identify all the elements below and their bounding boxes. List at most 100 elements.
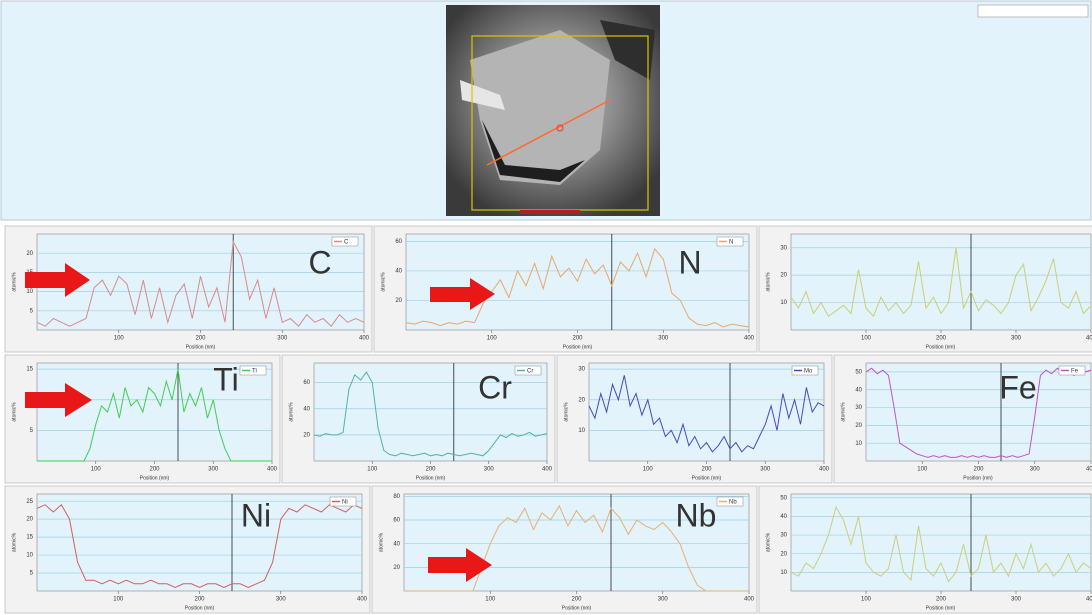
x-tick-label: 400 bbox=[1086, 597, 1092, 603]
line-series bbox=[313, 371, 548, 457]
x-axis-label: Position (nm) bbox=[926, 605, 956, 611]
x-tick-label: 100 bbox=[861, 336, 872, 342]
x-tick-label: 300 bbox=[484, 467, 495, 473]
sem-dark bbox=[600, 20, 655, 80]
x-tick-label: 100 bbox=[861, 597, 872, 603]
y-axis-label: atomic% bbox=[11, 532, 17, 552]
element-label: N bbox=[678, 244, 701, 280]
element-label: C bbox=[308, 244, 331, 280]
y-tick-label: 40 bbox=[395, 269, 402, 275]
y-tick-label: 20 bbox=[780, 273, 787, 279]
y-tick-label: 80 bbox=[393, 494, 400, 500]
arrow bbox=[25, 383, 92, 417]
y-tick-label: 20 bbox=[26, 517, 33, 523]
y-tick-label: 60 bbox=[395, 239, 402, 245]
y-tick-label: 30 bbox=[780, 533, 787, 539]
y-tick-label: 10 bbox=[578, 428, 585, 434]
line-series bbox=[405, 247, 750, 328]
x-tick-label: 400 bbox=[744, 597, 755, 603]
legend-box bbox=[1058, 365, 1086, 376]
y-axis-label: atomic% bbox=[288, 402, 294, 422]
plot-area bbox=[36, 493, 363, 592]
line-series bbox=[36, 240, 365, 327]
y-tick-label: 20 bbox=[303, 432, 310, 438]
y-tick-label: 20 bbox=[578, 397, 585, 403]
legend-box bbox=[716, 236, 744, 247]
x-axis-label: Position (nm) bbox=[563, 344, 593, 350]
y-tick-label: 5 bbox=[30, 308, 34, 314]
y-tick-label: 10 bbox=[26, 553, 33, 559]
x-tick-label: 100 bbox=[643, 467, 654, 473]
y-tick-label: 30 bbox=[578, 367, 585, 373]
line-series bbox=[790, 247, 1092, 318]
element-label: Cr bbox=[478, 369, 512, 405]
y-tick-label: 30 bbox=[855, 405, 862, 411]
x-tick-label: 200 bbox=[194, 597, 205, 603]
y-tick-label: 10 bbox=[780, 300, 787, 306]
y-tick-label: 20 bbox=[855, 423, 862, 429]
legend-label: Ti bbox=[252, 369, 257, 375]
arrow bbox=[428, 548, 492, 582]
y-tick-label: 5 bbox=[30, 428, 34, 434]
plot-area bbox=[313, 362, 548, 462]
y-tick-label: 15 bbox=[26, 367, 33, 373]
x-tick-label: 300 bbox=[208, 467, 219, 473]
x-tick-label: 200 bbox=[571, 597, 582, 603]
sem-image bbox=[446, 5, 660, 216]
x-tick-label: 200 bbox=[572, 336, 583, 342]
legend-box bbox=[791, 365, 819, 376]
sem-highlight bbox=[460, 80, 505, 110]
x-tick-label: 300 bbox=[658, 336, 669, 342]
arrow bbox=[430, 278, 495, 310]
x-axis-label: Position (nm) bbox=[185, 605, 215, 611]
y-tick-label: 10 bbox=[26, 289, 33, 295]
legend-box bbox=[239, 365, 267, 376]
y-tick-label: 50 bbox=[855, 369, 862, 375]
line-series bbox=[865, 367, 1092, 458]
x-tick-label: 200 bbox=[195, 336, 206, 342]
legend-label: Fe bbox=[1071, 369, 1079, 375]
x-tick-label: 200 bbox=[701, 467, 712, 473]
x-tick-label: 300 bbox=[658, 597, 669, 603]
y-tick-label: 50 bbox=[780, 495, 787, 501]
line-series bbox=[37, 369, 272, 462]
legend-box bbox=[716, 496, 744, 507]
x-axis-label: Position (nm) bbox=[186, 344, 216, 350]
x-tick-label: 300 bbox=[276, 597, 287, 603]
element-label: Fe bbox=[999, 369, 1036, 405]
x-tick-label: 200 bbox=[425, 467, 436, 473]
legend-label: Cr bbox=[527, 369, 533, 375]
y-tick-label: 60 bbox=[393, 518, 400, 524]
x-tick-label: 300 bbox=[1011, 336, 1022, 342]
x-tick-label: 200 bbox=[936, 336, 947, 342]
info-box bbox=[977, 4, 1089, 18]
y-tick-label: 10 bbox=[780, 570, 787, 576]
x-tick-label: 400 bbox=[1086, 336, 1092, 342]
x-tick-label: 400 bbox=[819, 467, 830, 473]
x-tick-label: 100 bbox=[487, 336, 498, 342]
y-tick-label: 5 bbox=[30, 571, 34, 577]
y-tick-label: 20 bbox=[395, 298, 402, 304]
line-series bbox=[36, 504, 363, 588]
x-tick-label: 300 bbox=[1030, 467, 1041, 473]
y-axis-label: atomic% bbox=[11, 402, 17, 422]
line-series bbox=[790, 505, 1092, 583]
plot-area bbox=[790, 493, 1092, 592]
x-axis-label: Position (nm) bbox=[692, 475, 722, 481]
plot-area bbox=[865, 362, 1092, 462]
arrow bbox=[25, 263, 90, 297]
legend-label: N bbox=[729, 240, 733, 246]
legend-label: Ni bbox=[342, 500, 348, 506]
x-axis-label: Position (nm) bbox=[140, 475, 170, 481]
y-tick-label: 20 bbox=[780, 551, 787, 557]
x-tick-label: 100 bbox=[91, 467, 102, 473]
element-label: Nb bbox=[676, 497, 717, 533]
y-tick-label: 20 bbox=[393, 565, 400, 571]
y-tick-label: 40 bbox=[855, 387, 862, 393]
x-axis-label: Position (nm) bbox=[416, 475, 446, 481]
x-tick-label: 100 bbox=[113, 597, 124, 603]
y-tick-label: 30 bbox=[780, 245, 787, 251]
y-axis-label: atomic% bbox=[765, 532, 771, 552]
